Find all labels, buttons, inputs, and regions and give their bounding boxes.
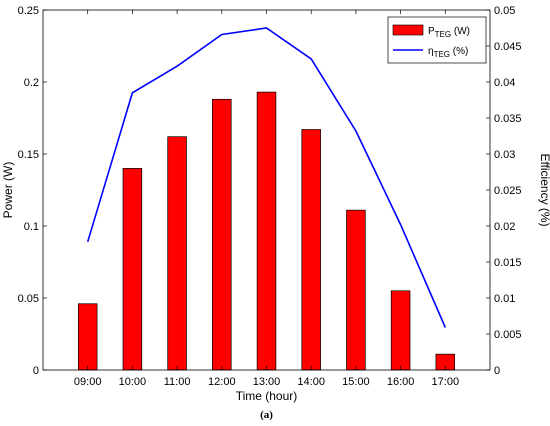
left-y-tick-label: 0.15 <box>18 149 39 161</box>
x-axis: 09:00 10:00 11:00 12:00 13:00 14:00 15:00 16:00… <box>74 10 459 388</box>
left-y-tick-label: 0.2 <box>24 77 39 89</box>
left-y-tick-label: 0.05 <box>18 293 39 305</box>
x-axis-label: Time (hour) <box>236 389 298 403</box>
bar <box>390 290 411 371</box>
right-y-tick-label: 0.02 <box>494 221 515 233</box>
x-tick-label: 12:00 <box>208 376 236 388</box>
x-tick-label: 10:00 <box>119 376 147 388</box>
bar <box>167 136 187 371</box>
left-y-tick-label: 0 <box>33 365 39 377</box>
right-y-tick-label: 0.035 <box>494 113 522 125</box>
x-tick-label: 14:00 <box>297 376 325 388</box>
left-y-axis-label: Power (W) <box>1 162 15 219</box>
legend: PTEG (W) ηTEG (%) <box>387 16 487 64</box>
x-tick-label: 09:00 <box>74 376 102 388</box>
x-tick-label: 16:00 <box>387 376 415 388</box>
legend-box <box>387 16 487 64</box>
figure-caption: (a) <box>260 409 273 421</box>
bar-series <box>77 91 456 371</box>
right-y-tick-label: 0.03 <box>494 149 515 161</box>
bar <box>77 303 98 371</box>
bar <box>346 209 366 371</box>
right-y-axis: 0 0.005 0.01 0.015 0.02 0.025 0.03 0.035 0.04 0.0… <box>486 5 522 377</box>
bar <box>301 129 321 371</box>
x-tick-label: 15:00 <box>342 376 370 388</box>
right-y-tick-label: 0.005 <box>494 329 522 341</box>
legend-label-efficiency: ηTEG (%) <box>428 46 468 59</box>
right-y-tick-label: 0.05 <box>494 5 515 17</box>
bar <box>256 91 277 371</box>
right-y-tick-label: 0 <box>494 365 500 377</box>
right-y-tick-label: 0.015 <box>494 257 522 269</box>
x-tick-label: 17:00 <box>432 376 460 388</box>
left-y-axis: 0 0.05 0.1 0.15 0.2 0.25 <box>18 5 47 377</box>
legend-label-power: PTEG (W) <box>428 26 470 39</box>
x-tick-label: 11:00 <box>164 376 191 388</box>
left-y-tick-label: 0.1 <box>24 221 39 233</box>
right-y-tick-label: 0.025 <box>494 185 522 197</box>
right-y-tick-label: 0.01 <box>494 293 515 305</box>
left-y-tick-label: 0.25 <box>18 5 39 17</box>
legend-swatch-power <box>392 24 424 36</box>
right-y-axis-label: Efficiency (%) <box>538 153 550 226</box>
bar <box>212 98 232 371</box>
efficiency-line <box>86 27 447 328</box>
right-y-tick-label: 0.04 <box>494 77 515 89</box>
right-y-tick-label: 0.045 <box>494 41 522 53</box>
bar <box>122 168 143 371</box>
x-tick-label: 13:00 <box>253 376 281 388</box>
